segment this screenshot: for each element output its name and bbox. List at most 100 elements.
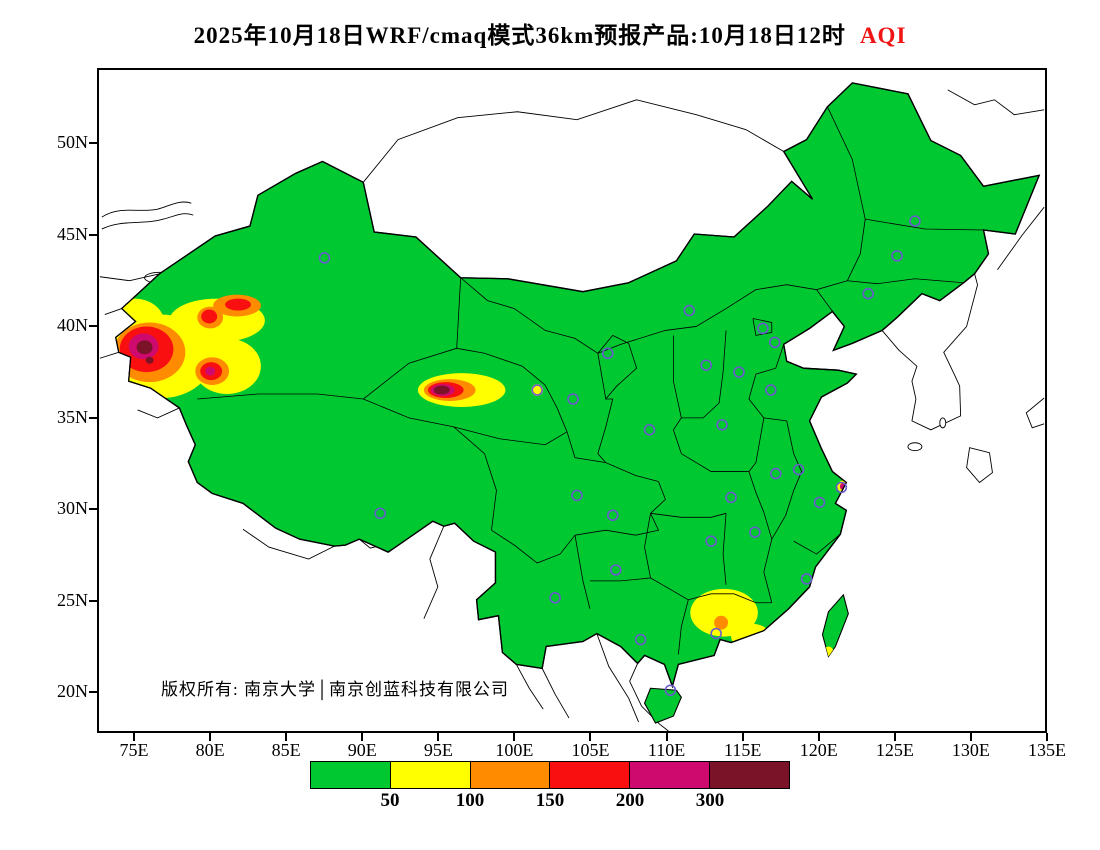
city-marker	[705, 535, 717, 547]
map-frame: 版权所有: 南京大学│南京创蓝科技有限公司	[97, 68, 1047, 733]
x-tick-mark	[285, 733, 288, 741]
y-tick-mark	[89, 599, 97, 602]
city-marker	[531, 384, 543, 396]
x-tick-mark	[1045, 733, 1048, 741]
city-marker	[765, 384, 777, 396]
title-text: 2025年10月18日WRF/cmaq模式36km预报产品:10月18日12时	[193, 23, 846, 48]
x-tick-label: 110E	[647, 740, 686, 760]
city-marker	[643, 424, 656, 436]
city-marker	[634, 633, 647, 646]
y-tick-label: 35N	[57, 406, 88, 427]
city-marker	[318, 252, 331, 264]
y-tick-mark	[89, 416, 97, 419]
city-marker	[374, 507, 386, 520]
aqi-region-300+	[433, 385, 450, 395]
x-tick-label: 120E	[799, 740, 838, 760]
aqi-region-50-100	[731, 623, 771, 650]
colorbar: 50 100 150 200 300	[310, 761, 790, 815]
city-marker	[700, 359, 712, 371]
city-marker	[602, 347, 614, 360]
neighbor-country-borders	[99, 89, 1045, 731]
city-marker	[749, 526, 761, 538]
page-title: 2025年10月18日WRF/cmaq模式36km预报产品:10月18日12时 A…	[0, 16, 1100, 50]
china-aqi-map	[99, 82, 1045, 731]
y-tick-label: 50N	[57, 132, 88, 152]
aqi-region-150-200	[225, 298, 251, 311]
province-borders	[197, 106, 984, 655]
x-tick-label: 125E	[875, 740, 914, 760]
aqi-region-150-200	[201, 309, 218, 324]
aqi-region-300+	[145, 356, 154, 364]
aqi-region-50-100	[690, 588, 758, 637]
x-tick-label: 85E	[271, 740, 301, 760]
city-marker	[571, 489, 583, 502]
city-marker	[835, 481, 848, 494]
x-tick-mark	[361, 733, 364, 741]
colorbar-segment	[469, 761, 551, 789]
city-marker	[609, 564, 622, 576]
city-marker	[664, 684, 677, 697]
colorbar-tick-label: 100	[455, 790, 485, 811]
y-tick-mark	[89, 508, 97, 510]
city-marker	[862, 287, 874, 300]
aqi-region-100-150	[714, 615, 729, 630]
city-marker	[549, 592, 561, 604]
city-marker	[800, 573, 813, 585]
city-marker	[683, 304, 696, 317]
city-markers-layer	[318, 215, 921, 697]
x-tick-label: 100E	[495, 740, 534, 760]
city-marker	[769, 336, 781, 349]
city-marker	[792, 463, 805, 476]
x-tick-mark	[969, 733, 972, 741]
colorbar-tick-label: 50	[380, 790, 400, 811]
x-tick-mark	[893, 733, 896, 741]
x-tick-label: 105E	[571, 740, 610, 760]
aqi-region-300+	[136, 340, 153, 355]
city-marker	[567, 393, 579, 405]
x-tick-mark	[665, 733, 668, 741]
x-tick-label: 80E	[195, 740, 225, 760]
city-marker	[710, 627, 722, 640]
hainan-island	[643, 687, 682, 724]
jeju-island	[907, 442, 923, 452]
y-tick-label: 45N	[57, 223, 88, 244]
y-tick-label: 40N	[57, 315, 88, 335]
colorbar-tick-label: 150	[535, 790, 565, 811]
x-tick-label: 95E	[423, 740, 453, 760]
y-tick-label: 30N	[57, 498, 88, 518]
y-tick-label: 20N	[57, 681, 88, 701]
city-marker	[891, 250, 903, 262]
x-tick-mark	[209, 733, 212, 741]
colorbar-tick-label: 300	[695, 790, 725, 811]
title-variable: AQI	[859, 23, 907, 48]
city-marker	[716, 419, 728, 431]
x-tick-mark	[817, 733, 820, 741]
x-tick-mark	[513, 733, 516, 741]
city-marker	[813, 496, 826, 509]
aqi-region-50-100	[823, 646, 834, 657]
x-tick-label: 90E	[347, 740, 377, 760]
x-tick-mark	[437, 733, 440, 741]
china-outline	[115, 82, 1041, 689]
colorbar-tick-label: 200	[615, 790, 645, 811]
colorbar-segment	[709, 761, 790, 789]
city-marker	[909, 215, 921, 227]
copyright-text: 版权所有: 南京大学│南京创蓝科技有限公司	[161, 680, 510, 699]
x-tick-mark	[741, 733, 744, 741]
colorbar-segment	[549, 761, 631, 789]
colorbar-segment	[629, 761, 711, 789]
x-tick-label: 130E	[951, 740, 990, 760]
y-tick-mark	[89, 325, 97, 327]
china-mainland	[115, 82, 1041, 689]
x-tick-label: 135E	[1027, 740, 1066, 760]
city-marker	[733, 366, 745, 378]
japan-coastline	[907, 417, 993, 484]
y-tick-label: 25N	[57, 589, 88, 610]
y-tick-mark	[89, 233, 97, 236]
city-marker	[770, 467, 782, 480]
colorbar-segment	[389, 761, 471, 789]
colorbar-swatches	[310, 761, 790, 789]
y-tick-mark	[89, 691, 97, 693]
x-tick-label: 115E	[723, 740, 762, 760]
